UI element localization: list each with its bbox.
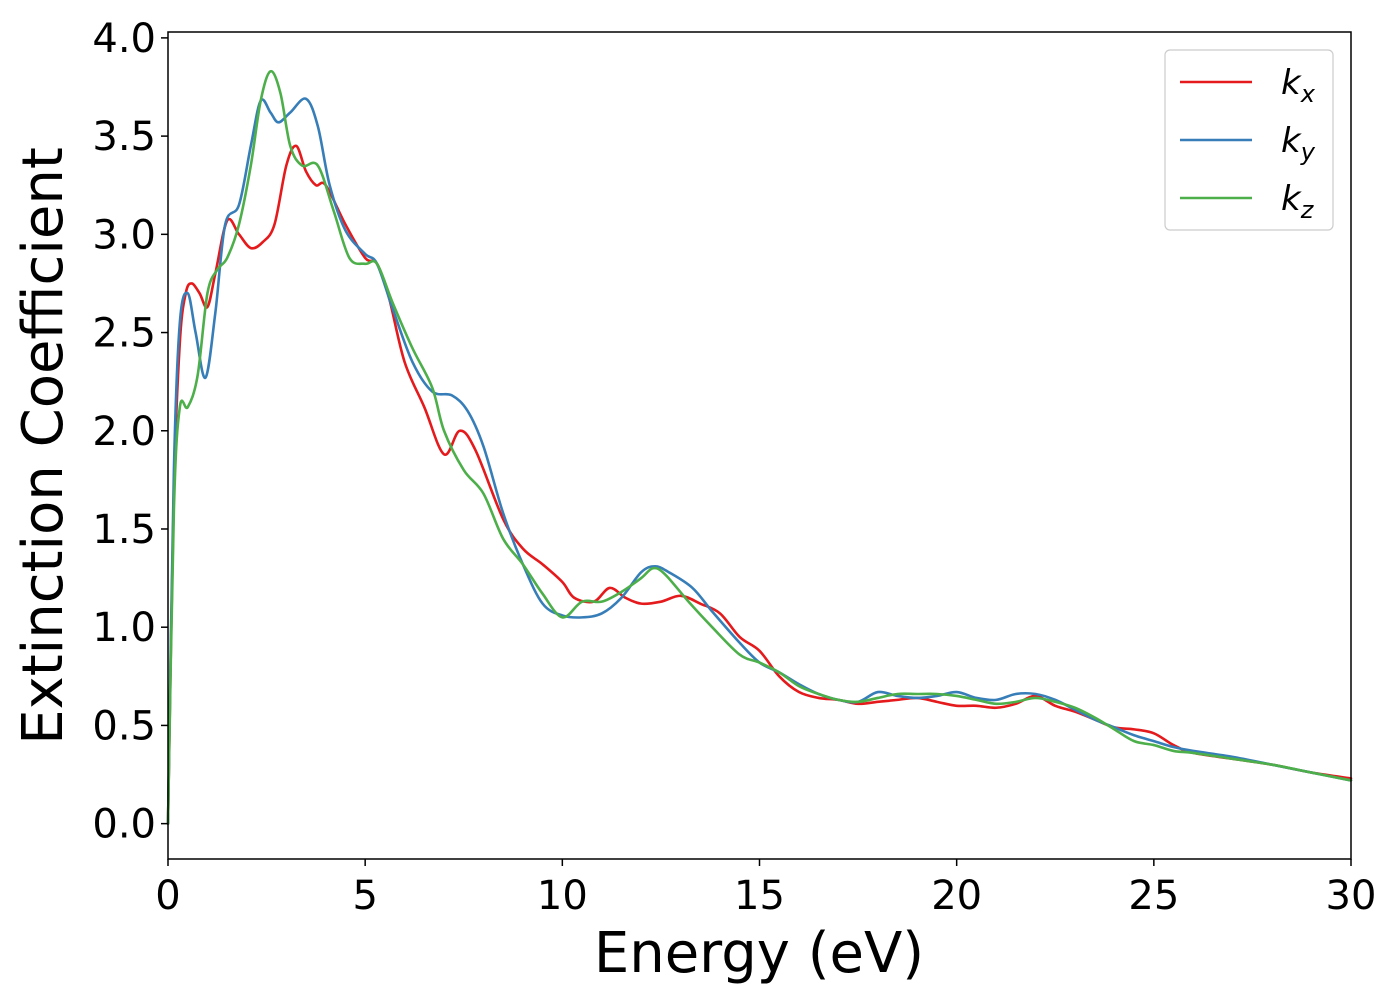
y-tick-label: 1.0: [92, 605, 156, 651]
x-tick-label: 5: [352, 873, 377, 919]
y-axis: 0.0 0.5 1.0 1.5 2.0 2.5 3.0 3.5 4.0: [92, 16, 168, 848]
series-line-k-y: [166, 97, 1353, 825]
y-tick-label: 3.5: [92, 114, 156, 160]
x-tick-label: 30: [1326, 873, 1377, 919]
legend: kx ky kz: [1164, 49, 1334, 231]
legend-label-k-x: kx: [1281, 63, 1316, 108]
x-tick-label: 25: [1128, 873, 1179, 919]
series-line-k-z: [166, 69, 1353, 825]
y-axis-label: Extinction Coefficient: [11, 147, 76, 745]
x-tick-label: 10: [537, 873, 588, 919]
x-tick-label: 20: [931, 873, 982, 919]
y-tick-label: 3.0: [92, 212, 156, 258]
series-layer: [166, 69, 1353, 825]
legend-label-k-z: kz: [1281, 179, 1315, 224]
y-tick-label: 0.5: [92, 703, 156, 749]
y-tick-label: 0.0: [92, 802, 156, 848]
legend-label-k-y: ky: [1281, 121, 1316, 166]
y-tick-label: 2.0: [92, 409, 156, 455]
x-axis: 0 5 10 15 20 25 30: [155, 859, 1376, 919]
y-tick-label: 1.5: [92, 507, 156, 553]
x-tick-label: 0: [155, 873, 180, 919]
x-tick-label: 15: [734, 873, 785, 919]
legend-items: kx ky kz: [1180, 63, 1316, 224]
y-tick-label: 4.0: [92, 16, 156, 62]
x-axis-label: Energy (eV): [594, 921, 924, 986]
y-tick-label: 2.5: [92, 311, 156, 357]
